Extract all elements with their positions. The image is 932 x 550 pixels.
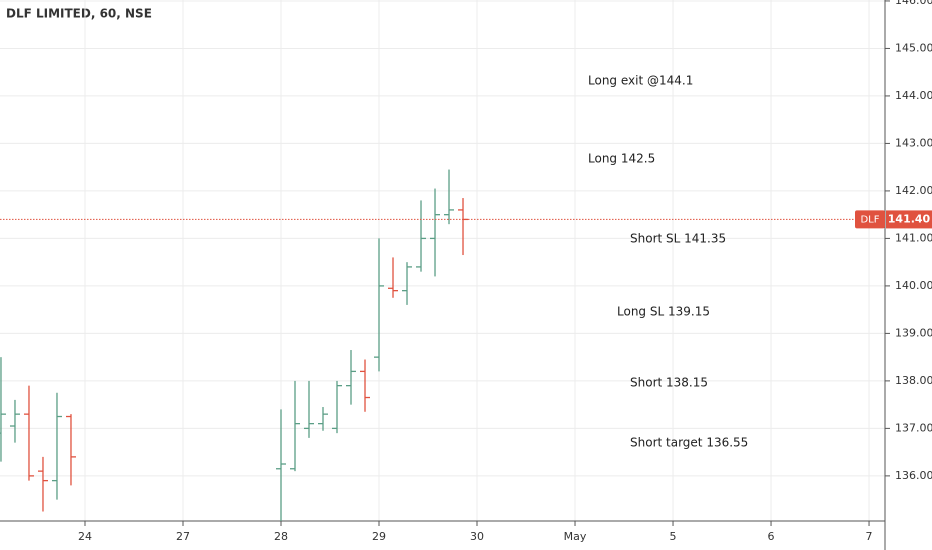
chart-title: DLF LIMITED, 60, NSE [6,7,152,21]
y-tick-label: 141.00 [895,231,932,244]
y-tick-label: 136.00 [895,469,932,482]
y-tick-label: 146.00 [895,0,932,7]
annotation: Short SL 141.35 [630,232,726,246]
x-tick-label: 30 [470,530,484,543]
x-tick-label: 29 [372,530,386,543]
price-badge [886,210,932,229]
symbol-label: DLF [860,214,879,225]
y-tick-label: 138.00 [895,374,932,387]
y-tick-label: 143.00 [895,136,932,149]
x-tick-label: 27 [176,530,190,543]
y-tick-label: 145.00 [895,41,932,54]
annotation: Long exit @144.1 [588,74,693,88]
y-tick-label: 142.00 [895,184,932,197]
annotation: Long 142.5 [588,152,655,166]
x-tick-label: 6 [768,530,775,543]
x-tick-label: May [564,530,587,543]
y-tick-label: 139.00 [895,326,932,339]
y-tick-label: 144.00 [895,89,932,102]
annotation: Short 138.15 [630,376,708,390]
x-tick-label: 24 [78,530,92,543]
x-tick-label: 7 [866,530,873,543]
symbol-badge [855,210,885,229]
y-tick-label: 137.00 [895,421,932,434]
x-tick-label: 28 [274,530,288,543]
x-tick-label: 5 [670,530,677,543]
y-tick-label: 140.00 [895,279,932,292]
price-label: 141.40 [888,212,931,225]
annotation: Long SL 139.15 [617,305,710,319]
annotation: Short target 136.55 [630,436,748,450]
